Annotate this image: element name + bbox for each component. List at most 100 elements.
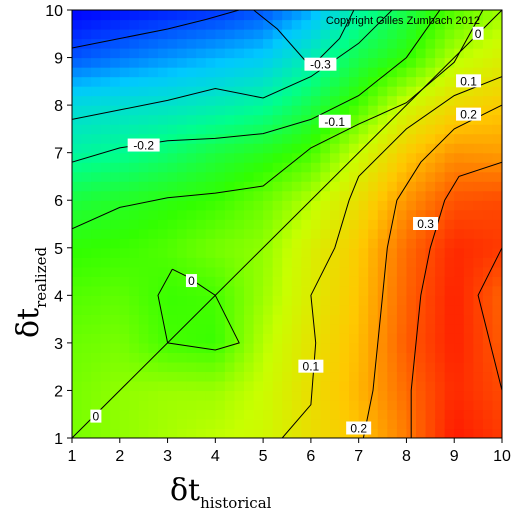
heat-cell xyxy=(205,10,216,21)
heat-cell xyxy=(387,285,398,296)
heatmap-surface xyxy=(72,10,502,438)
heat-cell xyxy=(91,181,102,192)
heat-cell xyxy=(482,95,494,106)
heat-cell xyxy=(396,29,408,40)
heat-cell xyxy=(129,295,140,306)
contour-label: -0.2 xyxy=(127,138,160,153)
heat-cell xyxy=(81,295,92,306)
heat-cell xyxy=(358,162,369,173)
heat-cell xyxy=(406,295,417,306)
heat-cell xyxy=(291,323,302,334)
heat-cell xyxy=(119,48,130,59)
heat-cell xyxy=(81,314,92,325)
heat-cell xyxy=(110,152,121,163)
heat-cell xyxy=(320,238,331,249)
heat-cell xyxy=(81,190,92,201)
heat-cell xyxy=(454,276,465,287)
heat-cell xyxy=(263,314,274,325)
heat-cell xyxy=(473,352,484,363)
heat-cell xyxy=(482,314,494,325)
heat-cell xyxy=(320,86,331,97)
heat-cell xyxy=(167,162,178,173)
heat-cell xyxy=(425,209,436,220)
heat-cell xyxy=(244,29,255,40)
heat-cell xyxy=(482,86,494,97)
heat-cell xyxy=(463,57,474,68)
heat-cell xyxy=(244,238,255,249)
heat-cell xyxy=(244,67,255,78)
heat-cell xyxy=(377,152,388,163)
heat-cell xyxy=(463,228,474,239)
heat-cell xyxy=(272,428,283,438)
heat-cell xyxy=(81,19,92,30)
heat-cell xyxy=(205,19,216,30)
heat-cell xyxy=(119,342,130,353)
heat-cell xyxy=(81,57,92,68)
heat-cell xyxy=(186,124,197,135)
heat-cell xyxy=(454,352,465,363)
heat-cell xyxy=(425,323,436,334)
heat-cell xyxy=(349,133,360,144)
heat-cell xyxy=(425,171,436,182)
heat-cell xyxy=(282,323,293,334)
heat-cell xyxy=(215,342,226,353)
heat-cell xyxy=(492,247,502,258)
heat-cell xyxy=(91,10,102,21)
heat-cell xyxy=(81,380,92,392)
heat-cell xyxy=(482,114,494,125)
heat-cell xyxy=(119,19,130,30)
heat-cell xyxy=(473,390,484,401)
heat-cell xyxy=(186,371,197,382)
heat-cell xyxy=(138,48,150,59)
heat-cell xyxy=(91,295,102,306)
heat-cell xyxy=(368,114,379,125)
heat-cell xyxy=(100,162,111,173)
heat-cell xyxy=(253,295,264,306)
heat-cell xyxy=(349,190,360,201)
heat-cell xyxy=(444,304,455,315)
heat-cell xyxy=(215,76,226,87)
heat-cell xyxy=(110,247,121,258)
heat-cell xyxy=(110,409,121,420)
heat-cell xyxy=(301,257,312,268)
heat-cell xyxy=(110,380,121,392)
heat-cell xyxy=(368,418,379,430)
heat-cell xyxy=(473,48,484,59)
heat-cell xyxy=(81,200,92,211)
heat-cell xyxy=(330,238,341,249)
heat-cell xyxy=(416,418,427,430)
heat-cell xyxy=(349,114,360,125)
heat-cell xyxy=(473,181,484,192)
heat-cell xyxy=(425,371,436,382)
y-tick-label: 2 xyxy=(54,383,63,400)
heat-cell xyxy=(282,409,293,420)
heat-cell xyxy=(368,76,379,87)
heat-cell xyxy=(320,29,331,40)
heat-cell xyxy=(196,19,207,30)
heat-cell xyxy=(167,361,178,373)
heat-cell xyxy=(349,228,360,239)
heat-cell xyxy=(368,181,379,192)
heat-cell xyxy=(320,162,331,173)
heat-cell xyxy=(244,342,255,353)
heat-cell xyxy=(482,133,494,144)
heat-cell xyxy=(205,162,216,173)
heat-cell xyxy=(110,266,121,277)
heat-cell xyxy=(253,390,264,401)
heat-cell xyxy=(301,29,312,40)
heat-cell xyxy=(301,190,312,201)
heat-cell xyxy=(234,390,245,401)
heat-cell xyxy=(406,342,417,353)
heat-cell xyxy=(330,285,341,296)
heat-cell xyxy=(263,133,274,144)
heat-cell xyxy=(301,380,312,392)
heat-cell xyxy=(416,409,427,420)
heat-cell xyxy=(244,219,255,230)
heat-cell xyxy=(396,67,408,78)
heat-cell xyxy=(368,95,379,106)
heat-cell xyxy=(310,67,322,78)
heat-cell xyxy=(72,323,83,334)
heat-cell xyxy=(291,399,302,411)
heat-cell xyxy=(272,162,283,173)
heat-cell xyxy=(224,67,236,78)
